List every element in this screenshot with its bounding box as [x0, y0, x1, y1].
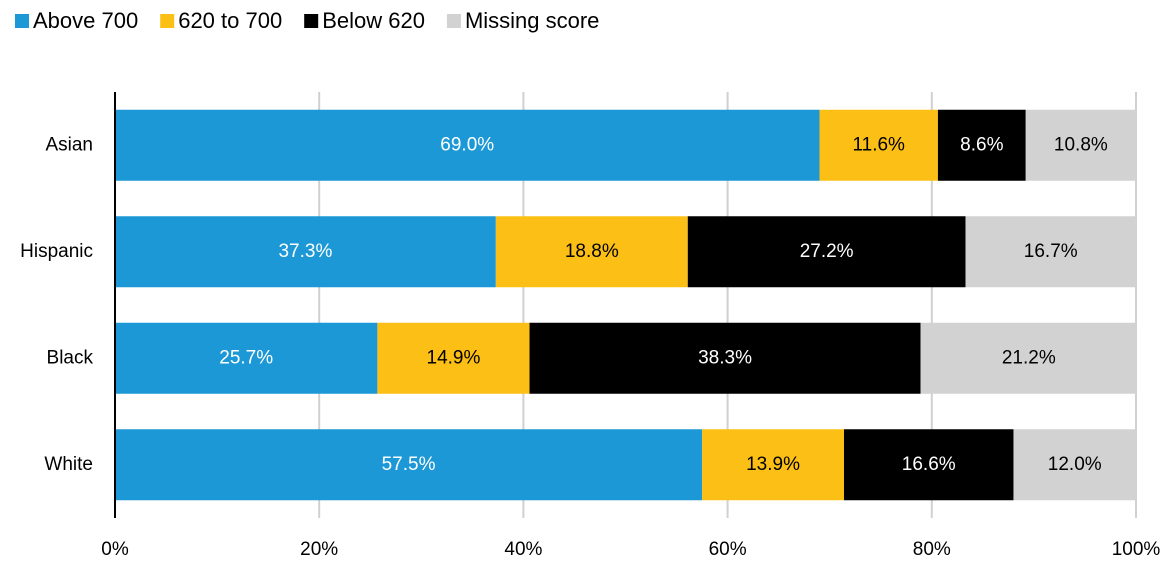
bar-segment — [1013, 429, 1136, 501]
data-label: 69.0% — [440, 134, 494, 155]
bar-segment — [965, 216, 1136, 288]
data-label: 11.6% — [852, 134, 905, 155]
y-tick-label: Black — [47, 347, 94, 368]
legend-swatch — [304, 14, 319, 28]
legend-label: Missing score — [465, 8, 599, 33]
bar-segment — [819, 109, 938, 181]
y-tick-label: Asian — [45, 134, 93, 155]
bar-segment — [687, 216, 966, 288]
legend-swatch — [446, 14, 461, 28]
data-label: 14.9% — [427, 347, 481, 368]
x-tick-label: 40% — [504, 539, 542, 560]
bar-segment — [377, 322, 530, 394]
data-label: 27.2% — [800, 241, 854, 262]
data-label: 13.9% — [746, 454, 800, 475]
data-label: 21.2% — [1002, 347, 1056, 368]
data-label: 38.3% — [698, 347, 752, 368]
data-label: 12.0% — [1048, 454, 1102, 475]
data-label: 57.5% — [382, 454, 436, 475]
data-label: 18.8% — [565, 241, 619, 262]
bar-segment — [495, 216, 688, 288]
x-tick-label: 20% — [300, 539, 338, 560]
bar-segment — [529, 322, 921, 394]
bar-segment — [702, 429, 844, 501]
legend-label: 620 to 700 — [178, 8, 282, 33]
bar-segment — [115, 322, 378, 394]
x-tick-label: 80% — [913, 539, 951, 560]
bar-segment — [115, 429, 703, 501]
bar-segment — [937, 109, 1026, 181]
x-tick-label: 60% — [709, 539, 747, 560]
y-tick-label: White — [44, 454, 93, 475]
bar-segment — [843, 429, 1014, 501]
bar-segment — [1025, 109, 1136, 181]
data-label: 8.6% — [960, 134, 1003, 155]
data-label: 16.6% — [902, 454, 956, 475]
bar-segment — [920, 322, 1138, 394]
x-tick-label: 100% — [1112, 539, 1161, 560]
data-label: 25.7% — [219, 347, 273, 368]
legend: Above 700 620 to 700 Below 620 Missing scor… — [15, 8, 599, 33]
data-label: 37.3% — [278, 241, 332, 262]
y-tick-label: Hispanic — [20, 241, 93, 262]
legend-label: Above 700 — [33, 8, 138, 33]
bar-segment — [115, 109, 820, 181]
data-label: 16.7% — [1024, 241, 1078, 262]
legend-swatch — [15, 14, 29, 28]
data-label: 10.8% — [1054, 134, 1108, 155]
bar-segment — [115, 216, 496, 288]
x-tick-label: 0% — [101, 539, 129, 560]
legend-swatch — [160, 14, 175, 28]
legend-label: Below 620 — [322, 8, 425, 33]
